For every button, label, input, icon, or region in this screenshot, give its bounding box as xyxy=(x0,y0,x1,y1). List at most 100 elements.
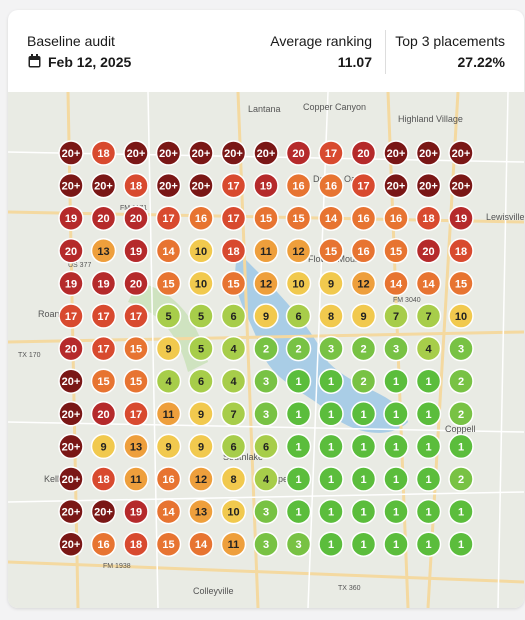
rank-label: 4 xyxy=(263,474,270,486)
rank-pin: 9 xyxy=(188,433,214,460)
rank-label: 6 xyxy=(230,441,236,453)
rank-pin: 17 xyxy=(350,172,377,199)
rank-dot xyxy=(123,498,149,525)
rank-dot xyxy=(318,368,344,394)
rank-dot xyxy=(253,205,279,231)
place-label: Colleyville xyxy=(193,586,234,596)
rank-pin: 1 xyxy=(448,433,474,460)
rank-pin: 3 xyxy=(318,335,344,362)
rank-dot xyxy=(383,531,409,557)
rank-label: 17 xyxy=(97,311,109,323)
rank-dot xyxy=(253,531,279,557)
rank-dot xyxy=(383,466,409,492)
rank-label: 15 xyxy=(162,278,174,290)
rank-label: 11 xyxy=(163,409,175,421)
rank-dot xyxy=(415,531,442,557)
rank-label: 1 xyxy=(393,441,399,453)
rank-pin: 16 xyxy=(285,172,312,199)
rank-pin: 1 xyxy=(415,498,442,525)
rank-pin: 19 xyxy=(123,498,149,525)
rank-dot xyxy=(58,140,84,166)
rank-dot xyxy=(188,498,214,525)
rank-pin: 20 xyxy=(285,140,312,166)
rank-pin: 12 xyxy=(285,238,312,264)
rank-pin: 1 xyxy=(383,466,409,492)
rank-label: 20+ xyxy=(159,148,178,160)
rank-dot xyxy=(155,303,182,329)
rank-pin: 14 xyxy=(155,238,182,264)
rank-pin: 17 xyxy=(90,303,117,329)
rank-pin: 8 xyxy=(220,466,247,492)
rank-dot xyxy=(253,238,279,264)
rank-pin: 11 xyxy=(220,531,247,557)
rank-pin: 18 xyxy=(448,238,474,264)
rank-label: 1 xyxy=(360,474,366,486)
rank-pin: 5 xyxy=(155,303,182,329)
rank-dot xyxy=(415,401,442,427)
rank-dot xyxy=(383,335,409,362)
rank-pin: 2 xyxy=(350,368,377,394)
rank-label: 9 xyxy=(360,311,366,323)
rank-label: 20+ xyxy=(452,148,471,160)
rank-pin: 1 xyxy=(383,531,409,557)
rank-label: 14 xyxy=(162,246,175,258)
rank-dot xyxy=(448,172,474,199)
rank-pin: 16 xyxy=(155,466,182,492)
rank-label: 18 xyxy=(97,474,109,486)
rank-dot xyxy=(220,498,247,525)
rank-pin: 18 xyxy=(90,466,117,492)
rank-dot xyxy=(90,466,117,492)
rank-label: 18 xyxy=(422,213,434,225)
rank-label: 13 xyxy=(195,507,207,519)
rank-label: 20+ xyxy=(62,376,81,388)
rank-dot xyxy=(123,205,149,231)
rank-dot xyxy=(155,238,182,264)
rank-label: 17 xyxy=(357,181,369,193)
rank-dot xyxy=(90,531,117,557)
rank-label: 1 xyxy=(295,474,301,486)
rank-pin: 20 xyxy=(58,335,84,362)
rank-dot xyxy=(318,401,344,427)
rank-label: 2 xyxy=(458,376,464,388)
rank-pin: 6 xyxy=(220,303,247,329)
rank-label: 1 xyxy=(295,507,301,519)
rank-label: 20+ xyxy=(192,181,211,193)
rank-pin: 3 xyxy=(253,498,279,525)
rank-pin: 9 xyxy=(155,335,182,362)
rank-pin: 3 xyxy=(448,335,474,362)
rank-dot xyxy=(448,238,474,264)
rank-dot xyxy=(448,531,474,557)
place-label: Roan xyxy=(38,309,60,319)
rank-label: 9 xyxy=(100,441,106,453)
rank-label: 16 xyxy=(292,181,304,193)
rank-pin: 18 xyxy=(123,172,149,199)
rank-pin: 20+ xyxy=(58,172,84,199)
rank-pin: 14 xyxy=(188,531,214,557)
rank-pin: 20+ xyxy=(383,140,409,166)
rank-label: 1 xyxy=(295,409,301,421)
rank-dot xyxy=(285,498,312,525)
place-label: Lewisville xyxy=(486,212,524,222)
rank-dot xyxy=(285,238,312,264)
rank-pin: 20+ xyxy=(58,401,84,427)
rank-pin: 20+ xyxy=(58,498,84,525)
rank-dot xyxy=(188,270,214,297)
place-label: Copper Canyon xyxy=(303,102,366,112)
rank-dot xyxy=(383,368,409,394)
rank-pin: 15 xyxy=(253,205,279,231)
rank-dot xyxy=(155,433,182,460)
rank-pin: 11 xyxy=(253,238,279,264)
rank-dot xyxy=(220,140,247,166)
rank-label: 20+ xyxy=(62,409,81,421)
rank-label: 15 xyxy=(162,539,174,551)
rank-dot xyxy=(90,401,117,427)
rank-label: 17 xyxy=(162,213,174,225)
rank-dot xyxy=(383,172,409,199)
rank-label: 17 xyxy=(227,213,239,225)
rank-dot xyxy=(383,433,409,460)
rank-dot xyxy=(350,401,377,427)
rank-pin: 20+ xyxy=(415,172,442,199)
rank-label: 16 xyxy=(357,246,369,258)
rank-label: 6 xyxy=(198,376,204,388)
